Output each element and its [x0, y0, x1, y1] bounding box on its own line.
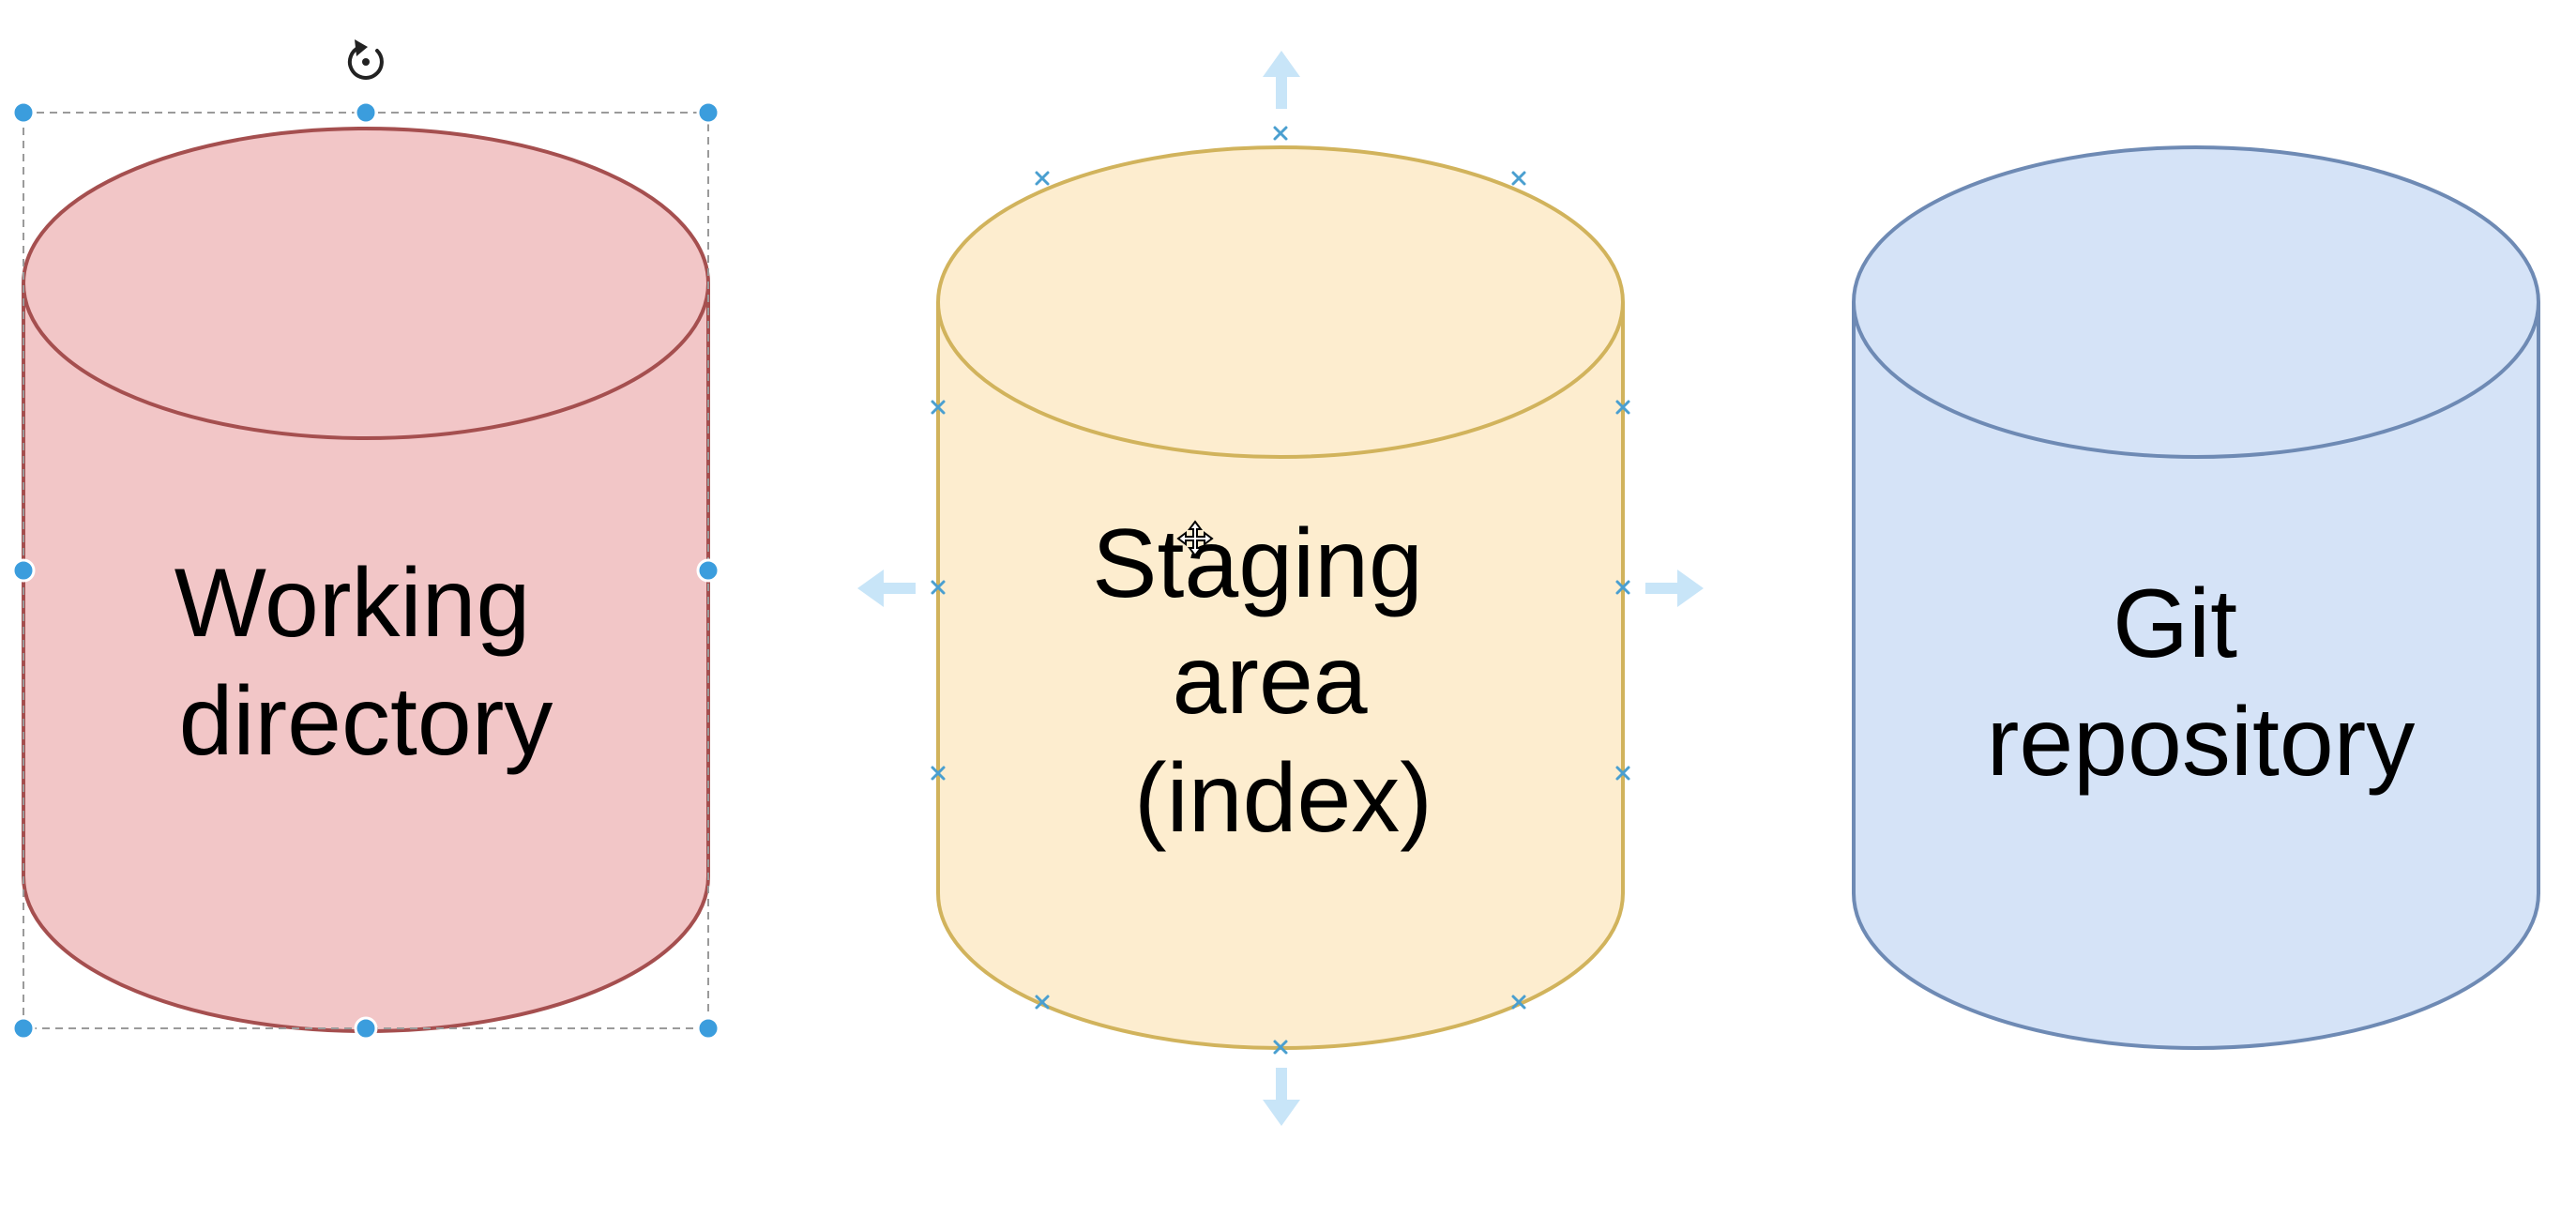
- git-repository-label-line-2: repository: [1987, 688, 2416, 797]
- resize-handle-bottom-center[interactable]: [354, 1016, 378, 1041]
- resize-handle-middle-right[interactable]: [696, 558, 720, 583]
- staging-area-cylinder[interactable]: Staging area (index): [936, 145, 1625, 1050]
- arrow-down-icon[interactable]: [1263, 1068, 1300, 1126]
- connection-point[interactable]: [1511, 995, 1526, 1010]
- connection-point[interactable]: [1035, 995, 1050, 1010]
- resize-handle-top-right[interactable]: [696, 100, 720, 125]
- staging-area-label-line-2: area: [1172, 626, 1367, 735]
- working-directory-label-line-2: directory: [179, 667, 553, 776]
- staging-area-top[interactable]: [936, 145, 1625, 459]
- git-repository-cylinder[interactable]: Git repository: [1852, 145, 2540, 1050]
- git-repository-label: Git repository: [1987, 570, 2416, 797]
- git-repository-top[interactable]: [1852, 145, 2540, 459]
- connection-points: [931, 126, 1630, 1055]
- resize-handle-bottom-left[interactable]: [11, 1016, 36, 1041]
- connection-point[interactable]: [1273, 126, 1288, 141]
- quick-connect-arrows: [857, 51, 1704, 1126]
- connection-point[interactable]: [1615, 766, 1630, 781]
- connection-point[interactable]: [1615, 580, 1630, 595]
- working-directory-top[interactable]: [22, 127, 710, 440]
- resize-handle-top-center[interactable]: [354, 100, 378, 125]
- arrow-right-icon[interactable]: [1645, 570, 1704, 607]
- working-directory-label: Working directory: [174, 549, 557, 776]
- connection-point[interactable]: [1615, 400, 1630, 415]
- working-directory-label-line-1: Working: [174, 549, 531, 658]
- staging-area-label: Staging area (index): [1092, 509, 1450, 853]
- resize-handle-top-left[interactable]: [11, 100, 36, 125]
- connection-point[interactable]: [1511, 171, 1526, 186]
- connection-point[interactable]: [931, 400, 946, 415]
- resize-handle-bottom-right[interactable]: [696, 1016, 720, 1041]
- connection-point[interactable]: [1273, 1040, 1288, 1055]
- connection-point[interactable]: [1035, 171, 1050, 186]
- staging-area-label-line-1: Staging: [1092, 509, 1423, 618]
- git-repository-body[interactable]: [1852, 302, 2540, 1050]
- working-directory-cylinder[interactable]: Working directory: [22, 127, 710, 1033]
- arrow-left-icon[interactable]: [857, 570, 916, 607]
- rotate-icon[interactable]: [347, 39, 384, 80]
- connection-point[interactable]: [931, 580, 946, 595]
- arrow-up-icon[interactable]: [1263, 51, 1300, 109]
- connection-point[interactable]: [931, 766, 946, 781]
- selection-frame: [11, 39, 720, 1041]
- staging-area-label-line-3: (index): [1134, 744, 1432, 853]
- move-cursor-icon: [1176, 520, 1214, 557]
- resize-handle-middle-left[interactable]: [11, 558, 36, 583]
- git-repository-label-line-1: Git: [2113, 570, 2237, 678]
